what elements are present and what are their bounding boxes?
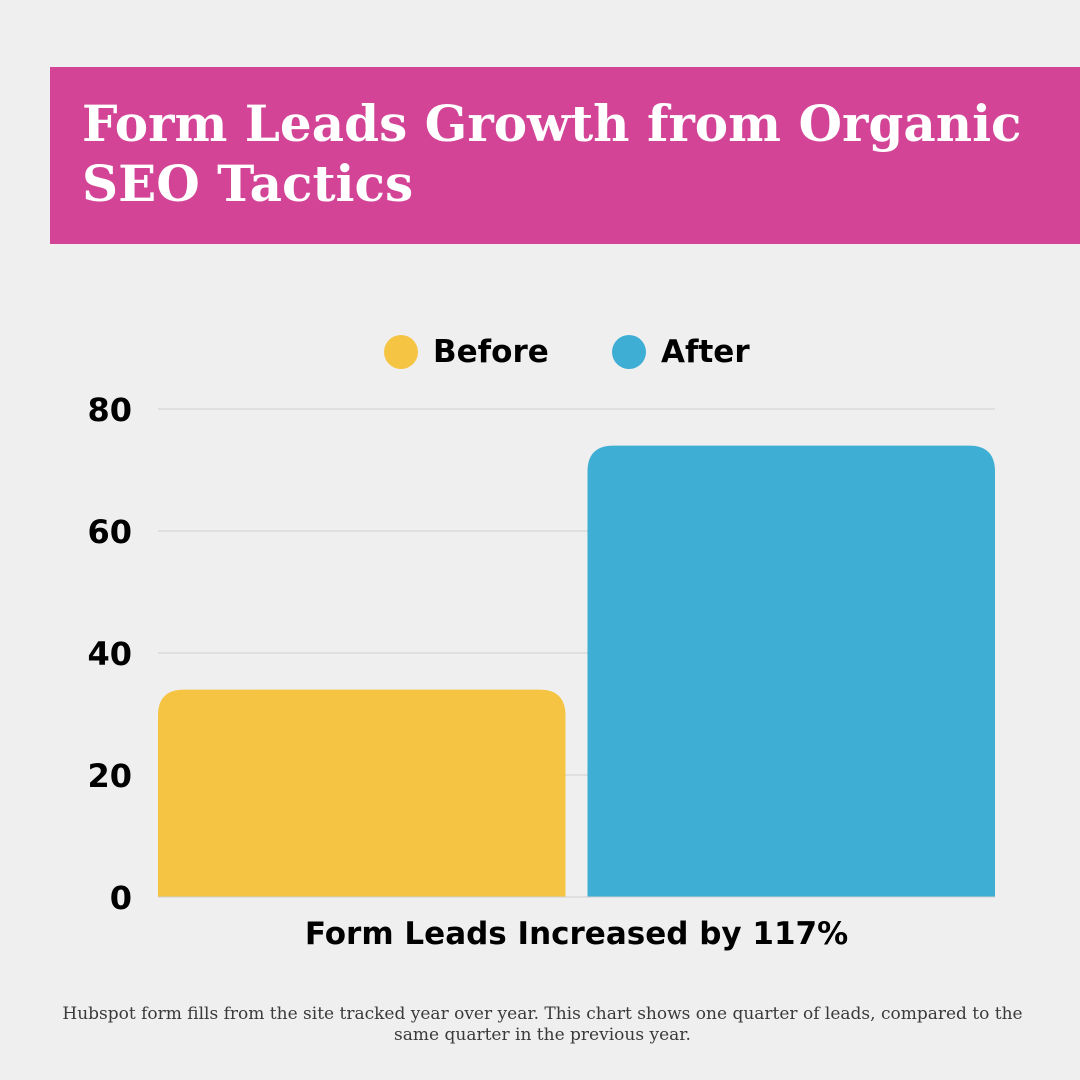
bar-after [587,445,995,897]
chart-legend: Before After [0,332,1080,372]
legend-label-after: After [661,334,750,370]
page-title: Form Leads Growth from Organic SEO Tacti… [82,94,1022,213]
y-tick-label: 20 [87,757,132,795]
legend-swatch-after [612,335,646,369]
legend-item-after: After [612,332,750,372]
legend-swatch-before [384,335,418,369]
y-tick-label: 40 [87,635,132,673]
y-tick-label: 80 [87,391,132,429]
bar-before [158,689,566,897]
legend-item-before: Before [384,332,549,372]
title-banner: Form Leads Growth from Organic SEO Tacti… [50,67,1080,244]
bar-chart: 0 20 40 60 80 Form Leads Increased by 117% [87,391,995,952]
y-tick-label: 60 [87,513,132,551]
x-category-label: Form Leads Increased by 117% [305,916,848,952]
chart-footnote: Hubspot form fills from the site tracked… [62,1004,1023,1045]
y-tick-label: 0 [110,879,132,917]
legend-label-before: Before [433,334,549,370]
